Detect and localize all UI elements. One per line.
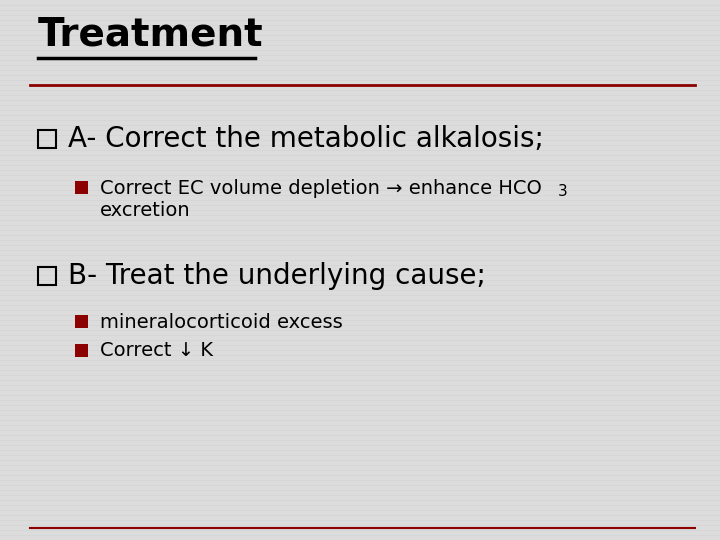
Text: mineralocorticoid excess: mineralocorticoid excess	[100, 313, 343, 332]
Text: Treatment: Treatment	[38, 16, 264, 54]
Bar	[75, 181, 88, 194]
Bar	[75, 344, 88, 357]
Bar	[38, 267, 56, 285]
Text: A- Correct the metabolic alkalosis;: A- Correct the metabolic alkalosis;	[68, 125, 544, 153]
Text: B- Treat the underlying cause;: B- Treat the underlying cause;	[68, 262, 486, 290]
Bar	[75, 315, 88, 328]
Text: 3: 3	[558, 185, 568, 199]
Text: Correct EC volume depletion → enhance HCO: Correct EC volume depletion → enhance HC…	[100, 179, 542, 198]
Bar	[38, 130, 56, 148]
Text: excretion: excretion	[100, 200, 191, 219]
Text: Correct ↓ K: Correct ↓ K	[100, 341, 213, 361]
